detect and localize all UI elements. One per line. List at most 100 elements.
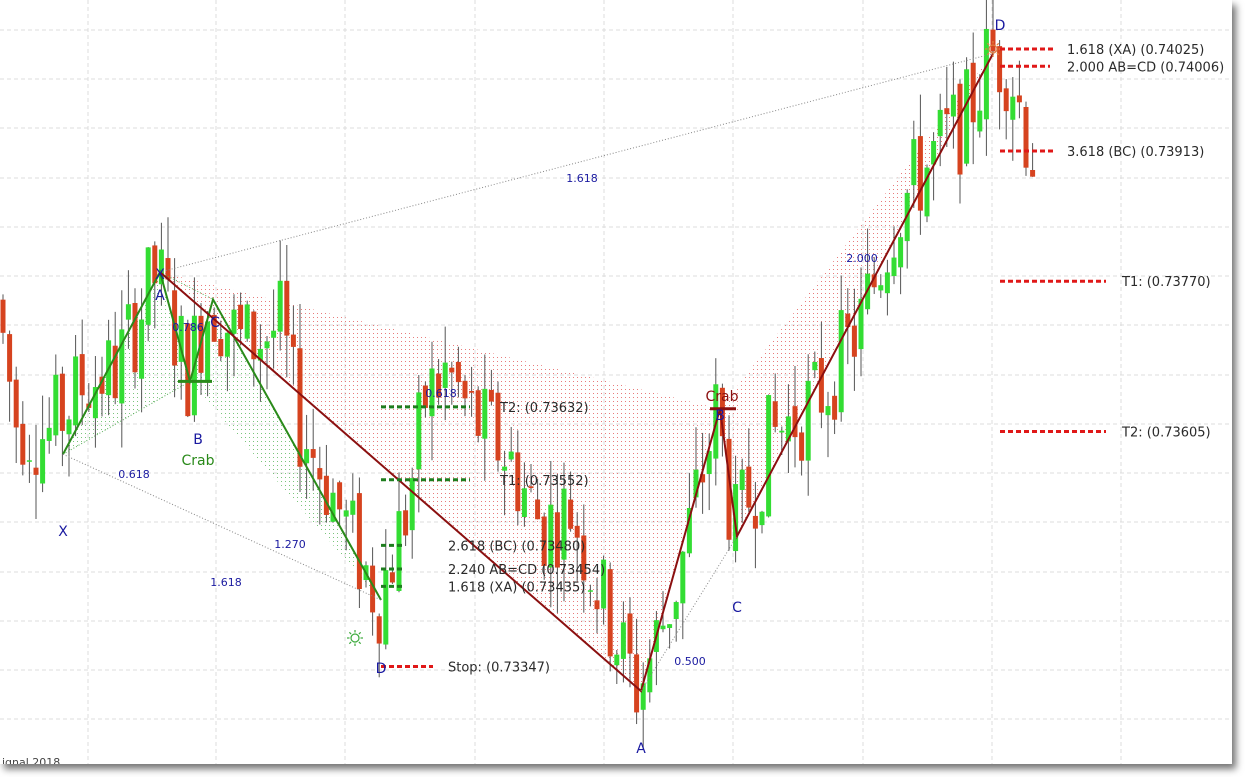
candle-body — [310, 449, 316, 458]
candle-body — [799, 432, 805, 461]
candle-body — [924, 167, 930, 217]
candle-body — [759, 511, 765, 526]
candle-body — [680, 551, 686, 604]
chart-window: T2: (0.73632) T1: (0.73552) 2.618 (BC) (0.… — [0, 0, 1232, 764]
candle-body — [719, 387, 725, 437]
candle-body — [7, 334, 13, 382]
candle-body — [805, 380, 811, 461]
candle-body — [383, 570, 389, 645]
bull-point-label: X — [58, 524, 68, 540]
candle-body — [271, 330, 277, 338]
candle-body — [878, 285, 884, 291]
bull-ratio-label: 0.786 — [172, 321, 204, 334]
candle-body — [429, 368, 435, 417]
bear-point-label: D — [995, 18, 1006, 34]
candle-body — [145, 247, 151, 325]
candle-body — [752, 515, 758, 529]
candle-body — [13, 379, 19, 428]
bull-bcd-fill — [190, 299, 381, 600]
candle-body — [330, 492, 336, 522]
sun-ray — [996, 52, 1000, 56]
candle-body — [277, 280, 283, 332]
bear-xd-ratio-line — [159, 53, 994, 273]
candle-body — [482, 388, 488, 439]
candle-body — [792, 406, 798, 438]
candle-body — [165, 258, 171, 280]
candle-body — [686, 507, 692, 554]
candle-body — [422, 385, 428, 408]
candle-body — [515, 452, 521, 512]
candle-body — [455, 361, 461, 383]
bear-point-label: B — [715, 408, 725, 424]
candle-body — [706, 451, 712, 475]
bull-point-label: A — [155, 288, 165, 304]
bull-level-label: 2.618 (BC) (0.73480) — [448, 539, 585, 554]
candle-body — [739, 469, 745, 490]
candle-body — [581, 535, 587, 581]
candle-body — [733, 484, 739, 552]
candle-body — [911, 139, 917, 186]
candle-body — [832, 395, 838, 420]
sun-ray — [358, 641, 362, 645]
candle-body — [1003, 88, 1009, 112]
bull-d-sun-icon — [347, 630, 363, 646]
bear-level-label: 2.000 AB=CD (0.74006) — [1067, 60, 1224, 75]
candle-body — [317, 468, 323, 480]
candle-body — [251, 311, 257, 360]
candle-body — [66, 419, 72, 435]
candle-body — [323, 475, 329, 515]
bull-level-label: 1.618 (XA) (0.73435) — [448, 580, 585, 595]
candle-body — [818, 358, 824, 413]
candle-body — [99, 376, 105, 394]
sun-ray — [996, 42, 1000, 46]
bull-level-label: T2: (0.73632) — [499, 401, 589, 416]
candle-body — [389, 572, 395, 583]
sun-ray — [348, 641, 352, 645]
bull-level-label: 2.240 AB=CD (0.73454) — [448, 563, 605, 578]
candle-body — [0, 299, 6, 333]
candle-body — [284, 280, 290, 336]
candle-body — [587, 590, 593, 592]
candle-body — [119, 329, 125, 404]
candle-body — [244, 304, 250, 339]
candle-body — [59, 373, 65, 431]
bear-point-label: A — [636, 741, 646, 757]
candle-body — [462, 380, 468, 399]
candle-body — [700, 474, 706, 483]
chart-labels: T2: (0.73632) T1: (0.73552) 2.618 (BC) (0.… — [58, 18, 1224, 757]
candle-body — [1023, 107, 1029, 168]
bear-level-label: T1: (0.73770) — [1121, 275, 1211, 290]
candle-body — [304, 449, 310, 464]
candle-body — [475, 390, 481, 436]
bull-level-label: Stop: (0.73347) — [448, 660, 550, 675]
sun-core — [350, 633, 360, 643]
candle-body — [79, 354, 85, 396]
bull-xd-ratio-line — [62, 453, 382, 601]
candle-body — [561, 488, 567, 560]
candle-body — [297, 348, 303, 467]
candle-body — [53, 374, 59, 436]
candle-body — [766, 395, 772, 517]
candle-body — [957, 83, 963, 175]
candle-body — [541, 516, 547, 566]
sun-core — [988, 44, 998, 54]
candle-body — [33, 467, 39, 475]
bear-level-label: 3.618 (BC) (0.73913) — [1067, 145, 1204, 160]
bear-level-label: 1.618 (XA) (0.74025) — [1067, 43, 1204, 58]
bull-point-label: C — [210, 315, 220, 331]
candle-body — [112, 345, 118, 399]
candle-body — [238, 304, 244, 330]
candle-body — [205, 321, 211, 383]
bear-level-label: T2: (0.73605) — [1121, 425, 1211, 440]
candle-body — [568, 499, 574, 529]
candle-body — [436, 373, 442, 398]
candle-body — [891, 257, 897, 277]
candle-body — [950, 94, 956, 117]
candle-body — [667, 624, 673, 628]
candle-body — [917, 136, 923, 211]
candle-body — [548, 504, 554, 568]
sun-ray — [358, 631, 362, 635]
candle-body — [403, 510, 409, 536]
candle-body — [898, 237, 904, 268]
bull-point-label: D — [376, 661, 387, 677]
